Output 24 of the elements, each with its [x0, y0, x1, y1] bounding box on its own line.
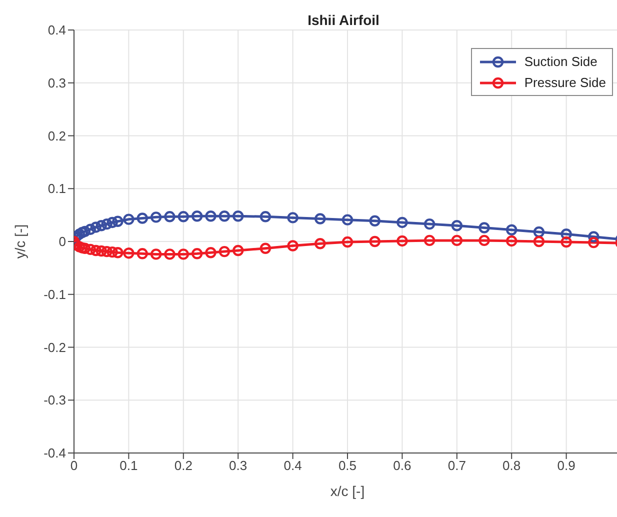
- x-tick-label: 0.8: [502, 458, 521, 474]
- y-tick-label: -0.4: [44, 446, 66, 461]
- y-tick-label: -0.1: [44, 286, 66, 302]
- x-tick-label: 0.7: [448, 458, 466, 474]
- x-tick-label: 0.4: [284, 458, 302, 474]
- y-tick-label: 0: [58, 234, 66, 250]
- x-tick-label: 0.3: [229, 458, 248, 474]
- y-tick-label: 0.3: [48, 75, 66, 90]
- legend-label: Suction Side: [524, 54, 598, 69]
- x-tick-label: 0.9: [557, 458, 576, 474]
- y-tick-label: 0.1: [48, 181, 66, 196]
- y-tick-label: -0.3: [44, 392, 66, 408]
- x-tick-label: 0.5: [338, 458, 357, 474]
- y-tick-label: -0.2: [44, 340, 66, 355]
- x-tick-label: 0: [70, 458, 78, 474]
- y-axis-title: y/c [-]: [12, 224, 28, 259]
- x-tick-label: 0.2: [174, 458, 192, 474]
- y-tick-label: 0.4: [48, 22, 66, 38]
- x-tick-label: 0.6: [393, 458, 412, 474]
- legend-label: Pressure Side: [524, 75, 606, 90]
- x-tick-label: 0.1: [120, 458, 138, 474]
- chart-title: Ishii Airfoil: [306, 12, 380, 28]
- x-axis-title: x/c [-]: [330, 483, 365, 499]
- y-tick-label: 0.2: [48, 128, 66, 144]
